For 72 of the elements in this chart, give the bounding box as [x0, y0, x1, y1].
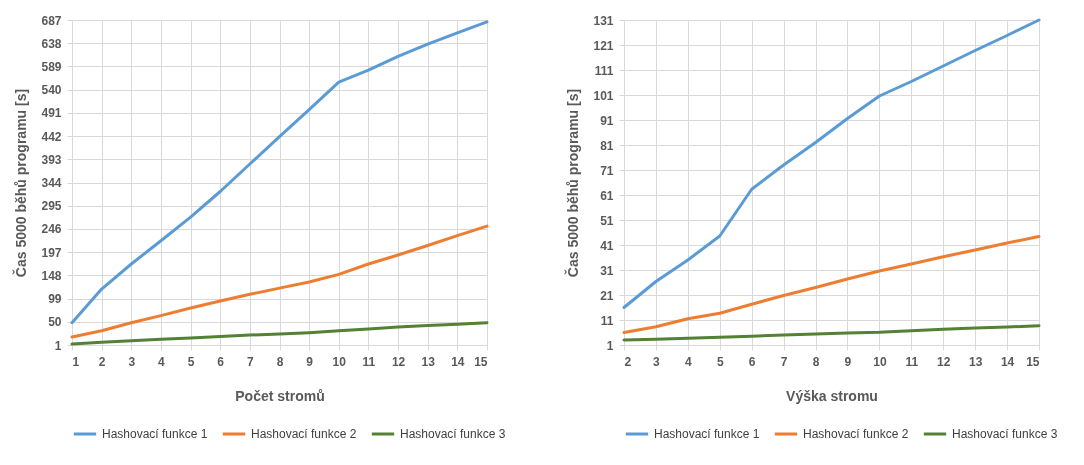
x-tick-label: 6: [217, 354, 225, 369]
y-tick-label: 121: [593, 38, 614, 53]
y-tick-label: 197: [41, 245, 62, 260]
x-tick-label: 15: [474, 354, 488, 369]
x-tick-label: 11: [905, 354, 919, 369]
x-tick-label: 7: [780, 354, 788, 369]
y-tick-label: 99: [48, 292, 62, 307]
legend-label: Hashovací funkce 1: [654, 427, 760, 441]
y-tick-label: 589: [41, 59, 62, 74]
x-tick-label: 8: [812, 354, 820, 369]
x-tick-label: 2: [98, 354, 106, 369]
y-tick-label: 246: [41, 222, 62, 237]
y-tick-label: 148: [41, 268, 62, 283]
y-tick-label: 491: [41, 106, 62, 121]
x-tick-label: 5: [716, 354, 724, 369]
y-tick-label: 1: [54, 338, 62, 353]
y-tick-label: 131: [593, 13, 614, 28]
y-tick-label: 31: [600, 263, 614, 278]
y-tick-label: 295: [41, 199, 62, 214]
x-tick-label: 13: [968, 354, 983, 369]
y-tick-label: 41: [600, 238, 614, 253]
x-tick-label: 3: [128, 354, 136, 369]
y-tick-label: 687: [41, 13, 62, 28]
x-tick-label: 1: [72, 354, 80, 369]
x-axis-title: Výška stromu: [786, 387, 878, 404]
y-axis-title: Čas 5000 běhů programu [s]: [564, 88, 582, 278]
y-tick-label: 21: [600, 288, 614, 303]
line-series: [70, 321, 489, 346]
x-tick-label: 8: [276, 354, 284, 369]
y-tick-label: 1: [606, 338, 614, 353]
y-axis-title: Čas 5000 běhů programu [s]: [12, 88, 30, 278]
x-tick-label: 12: [937, 354, 951, 369]
y-tick-label: 71: [600, 163, 614, 178]
legend-label: Hashovací funkce 1: [102, 427, 208, 441]
line-series: [622, 324, 1041, 342]
legend-label: Hashovací funkce 3: [400, 427, 506, 441]
x-tick-label: 15: [1026, 354, 1040, 369]
x-tick-label: 10: [873, 354, 887, 369]
x-tick-label: 9: [844, 354, 852, 369]
x-tick-label: 12: [391, 354, 406, 369]
y-tick-label: 101: [593, 88, 614, 103]
line-series: [622, 235, 1041, 334]
x-axis-title: Počet stromů: [235, 387, 325, 404]
legend-label: Hashovací funkce 2: [803, 427, 909, 441]
y-tick-label: 393: [41, 152, 62, 167]
y-tick-label: 11: [600, 313, 614, 328]
x-tick-label: 5: [187, 354, 195, 369]
x-tick-label: 14: [451, 354, 465, 369]
line-series: [70, 224, 489, 339]
x-tick-label: 9: [306, 354, 314, 369]
y-tick-label: 442: [41, 129, 62, 144]
y-tick-label: 81: [600, 138, 614, 153]
y-tick-label: 344: [41, 176, 62, 190]
y-tick-label: 91: [600, 113, 614, 128]
y-tick-label: 51: [600, 213, 614, 228]
y-tick-label: 111: [594, 63, 614, 78]
x-tick-label: 2: [624, 354, 632, 369]
x-tick-label: 7: [247, 354, 255, 369]
x-tick-label: 11: [362, 354, 376, 369]
y-tick-label: 61: [600, 188, 614, 203]
x-tick-label: 6: [748, 354, 756, 369]
x-tick-label: 13: [421, 354, 436, 369]
legend-label: Hashovací funkce 2: [251, 427, 357, 441]
x-tick-label: 10: [332, 354, 347, 369]
x-tick-label: 4: [685, 354, 692, 369]
legend-label: Hashovací funkce 3: [952, 427, 1058, 441]
x-tick-label: 3: [653, 354, 661, 369]
x-tick-label: 14: [1000, 354, 1015, 369]
y-tick-label: 638: [41, 36, 62, 51]
x-tick-label: 4: [158, 354, 166, 369]
y-tick-label: 50: [48, 315, 62, 330]
y-tick-label: 540: [41, 83, 62, 98]
